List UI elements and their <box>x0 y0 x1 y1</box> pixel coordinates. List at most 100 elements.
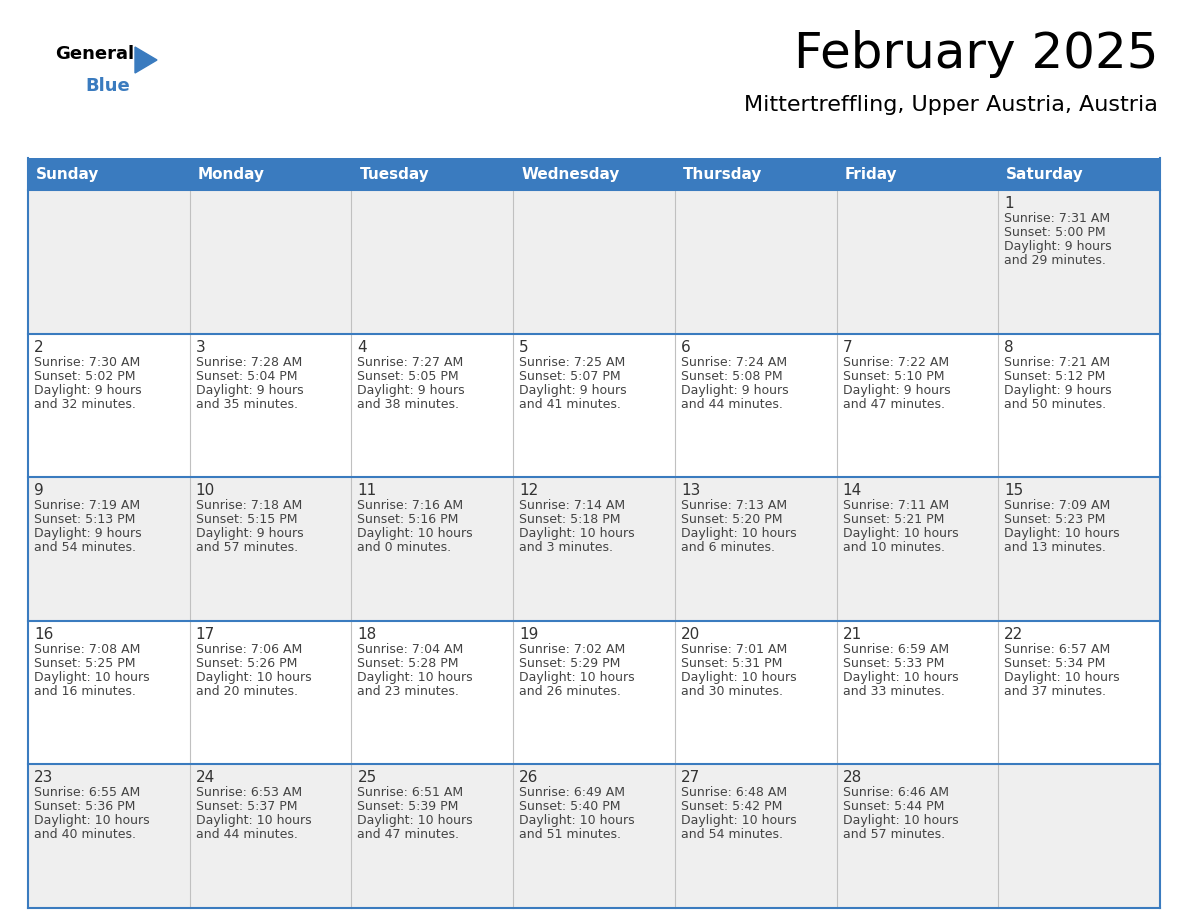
Text: Daylight: 9 hours: Daylight: 9 hours <box>519 384 627 397</box>
Text: and 16 minutes.: and 16 minutes. <box>34 685 135 698</box>
Text: 7: 7 <box>842 340 852 354</box>
Text: 22: 22 <box>1004 627 1024 642</box>
Text: and 57 minutes.: and 57 minutes. <box>842 828 944 842</box>
Text: Daylight: 10 hours: Daylight: 10 hours <box>681 814 796 827</box>
Text: Sunset: 5:18 PM: Sunset: 5:18 PM <box>519 513 620 526</box>
Text: 15: 15 <box>1004 483 1024 498</box>
Text: Sunset: 5:26 PM: Sunset: 5:26 PM <box>196 656 297 670</box>
Text: Sunset: 5:12 PM: Sunset: 5:12 PM <box>1004 370 1106 383</box>
Text: Sunrise: 6:57 AM: Sunrise: 6:57 AM <box>1004 643 1111 655</box>
Text: 17: 17 <box>196 627 215 642</box>
Text: and 33 minutes.: and 33 minutes. <box>842 685 944 698</box>
Text: Sunrise: 7:08 AM: Sunrise: 7:08 AM <box>34 643 140 655</box>
Text: 12: 12 <box>519 483 538 498</box>
Text: Thursday: Thursday <box>683 166 763 182</box>
Text: Mittertreffling, Upper Austria, Austria: Mittertreffling, Upper Austria, Austria <box>744 95 1158 115</box>
Text: 11: 11 <box>358 483 377 498</box>
Text: 14: 14 <box>842 483 861 498</box>
Text: 28: 28 <box>842 770 861 786</box>
Text: Sunset: 5:33 PM: Sunset: 5:33 PM <box>842 656 944 670</box>
Text: Sunrise: 7:24 AM: Sunrise: 7:24 AM <box>681 355 786 369</box>
Bar <box>190 333 352 477</box>
Text: 20: 20 <box>681 627 700 642</box>
Bar <box>675 621 836 765</box>
Bar <box>675 477 836 621</box>
Text: 8: 8 <box>1004 340 1013 354</box>
Text: Sunset: 5:20 PM: Sunset: 5:20 PM <box>681 513 783 526</box>
Text: Sunset: 5:13 PM: Sunset: 5:13 PM <box>34 513 135 526</box>
Text: and 3 minutes.: and 3 minutes. <box>519 542 613 554</box>
Text: Saturday: Saturday <box>1006 166 1083 182</box>
Text: and 38 minutes.: and 38 minutes. <box>358 397 460 410</box>
Bar <box>998 621 1159 765</box>
Text: Sunrise: 7:27 AM: Sunrise: 7:27 AM <box>358 355 463 369</box>
Text: Sunrise: 7:25 AM: Sunrise: 7:25 AM <box>519 355 625 369</box>
Text: Sunrise: 6:51 AM: Sunrise: 6:51 AM <box>358 787 463 800</box>
Bar <box>998 190 1159 333</box>
Bar <box>675 158 836 190</box>
Text: and 29 minutes.: and 29 minutes. <box>1004 254 1106 267</box>
Text: 26: 26 <box>519 770 538 786</box>
Text: 4: 4 <box>358 340 367 354</box>
Text: Sunrise: 7:04 AM: Sunrise: 7:04 AM <box>358 643 463 655</box>
Text: Sunset: 5:07 PM: Sunset: 5:07 PM <box>519 370 621 383</box>
Text: Daylight: 9 hours: Daylight: 9 hours <box>196 527 303 540</box>
Text: Sunset: 5:34 PM: Sunset: 5:34 PM <box>1004 656 1106 670</box>
Bar <box>513 158 675 190</box>
Text: Daylight: 10 hours: Daylight: 10 hours <box>519 671 634 684</box>
Text: Daylight: 10 hours: Daylight: 10 hours <box>842 814 959 827</box>
Text: Sunset: 5:23 PM: Sunset: 5:23 PM <box>1004 513 1106 526</box>
Text: Sunrise: 7:30 AM: Sunrise: 7:30 AM <box>34 355 140 369</box>
Text: Sunrise: 6:46 AM: Sunrise: 6:46 AM <box>842 787 948 800</box>
Text: Daylight: 10 hours: Daylight: 10 hours <box>34 814 150 827</box>
Text: Daylight: 9 hours: Daylight: 9 hours <box>34 527 141 540</box>
Text: Sunset: 5:05 PM: Sunset: 5:05 PM <box>358 370 459 383</box>
Text: Tuesday: Tuesday <box>360 166 429 182</box>
Text: Sunset: 5:00 PM: Sunset: 5:00 PM <box>1004 226 1106 239</box>
Text: Sunrise: 7:01 AM: Sunrise: 7:01 AM <box>681 643 788 655</box>
Text: Blue: Blue <box>86 77 129 95</box>
Text: 27: 27 <box>681 770 700 786</box>
Bar <box>675 190 836 333</box>
Text: and 13 minutes.: and 13 minutes. <box>1004 542 1106 554</box>
Text: Sunrise: 6:53 AM: Sunrise: 6:53 AM <box>196 787 302 800</box>
Text: Daylight: 10 hours: Daylight: 10 hours <box>681 671 796 684</box>
Text: Daylight: 9 hours: Daylight: 9 hours <box>1004 240 1112 253</box>
Bar <box>836 190 998 333</box>
Text: Daylight: 10 hours: Daylight: 10 hours <box>196 671 311 684</box>
Text: Daylight: 9 hours: Daylight: 9 hours <box>1004 384 1112 397</box>
Text: Friday: Friday <box>845 166 897 182</box>
Text: Sunset: 5:16 PM: Sunset: 5:16 PM <box>358 513 459 526</box>
Text: Daylight: 9 hours: Daylight: 9 hours <box>358 384 465 397</box>
Bar <box>190 477 352 621</box>
Text: Sunset: 5:39 PM: Sunset: 5:39 PM <box>358 800 459 813</box>
Bar <box>513 190 675 333</box>
Bar <box>29 621 190 765</box>
Text: 1: 1 <box>1004 196 1013 211</box>
Text: 18: 18 <box>358 627 377 642</box>
Bar <box>29 765 190 908</box>
Bar <box>513 765 675 908</box>
Text: and 35 minutes.: and 35 minutes. <box>196 397 298 410</box>
Text: and 54 minutes.: and 54 minutes. <box>681 828 783 842</box>
Bar <box>513 477 675 621</box>
Text: and 41 minutes.: and 41 minutes. <box>519 397 621 410</box>
Text: Sunrise: 7:22 AM: Sunrise: 7:22 AM <box>842 355 949 369</box>
Text: Sunset: 5:15 PM: Sunset: 5:15 PM <box>196 513 297 526</box>
Text: Daylight: 10 hours: Daylight: 10 hours <box>358 671 473 684</box>
Bar <box>675 765 836 908</box>
Text: and 20 minutes.: and 20 minutes. <box>196 685 298 698</box>
Bar <box>836 158 998 190</box>
Text: Daylight: 10 hours: Daylight: 10 hours <box>1004 671 1120 684</box>
Bar <box>190 765 352 908</box>
Text: and 47 minutes.: and 47 minutes. <box>358 828 460 842</box>
Bar <box>29 333 190 477</box>
Text: Sunset: 5:25 PM: Sunset: 5:25 PM <box>34 656 135 670</box>
Text: Sunrise: 6:48 AM: Sunrise: 6:48 AM <box>681 787 786 800</box>
Text: Sunrise: 7:16 AM: Sunrise: 7:16 AM <box>358 499 463 512</box>
Bar <box>352 190 513 333</box>
Bar <box>190 621 352 765</box>
Text: and 51 minutes.: and 51 minutes. <box>519 828 621 842</box>
Bar <box>513 333 675 477</box>
Bar <box>352 621 513 765</box>
